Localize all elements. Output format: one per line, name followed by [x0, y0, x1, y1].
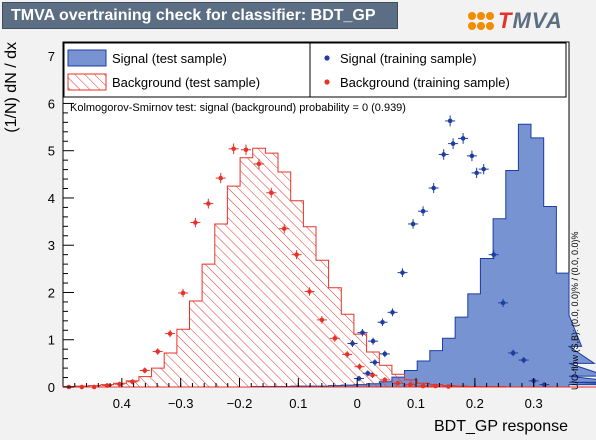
signal-train-point — [491, 252, 496, 257]
signal-train-point — [460, 136, 466, 141]
background-test-histogram — [62, 147, 596, 388]
legend: Signal (test sample) Background (test sa… — [63, 42, 567, 98]
background-train-point — [357, 364, 362, 369]
signal-train-point — [356, 376, 362, 381]
background-train-point — [256, 161, 262, 167]
x-tick-label: 0.3 — [525, 396, 543, 411]
background-train-point — [294, 252, 299, 257]
y-tick-label: 3 — [48, 238, 55, 253]
signal-train-point — [400, 270, 405, 275]
background-train-point — [446, 384, 451, 389]
background-train-point — [104, 383, 110, 388]
y-tick-label: 1 — [48, 333, 55, 348]
background-train-point — [130, 379, 135, 385]
logo-dots-icon — [468, 12, 494, 32]
x-tick-label: −0.3 — [168, 396, 194, 411]
x-tick-label: −0.2 — [227, 396, 253, 411]
signal-train-point — [372, 360, 378, 365]
legend-signal-test-label: Signal (test sample) — [112, 51, 227, 66]
signal-train-point — [410, 221, 416, 227]
signal-train-point — [469, 153, 475, 159]
background-train-point — [395, 380, 401, 386]
background-train-point — [382, 377, 388, 383]
background-train-point — [79, 384, 85, 390]
signal-train-point — [510, 350, 516, 356]
signal-train-point — [521, 357, 526, 363]
signal-train-point — [380, 319, 385, 325]
background-train-point — [167, 331, 173, 336]
signal-train-point — [420, 208, 426, 214]
background-train-point — [180, 290, 186, 296]
x-tick-label: 0.4 — [113, 396, 131, 411]
background-train-point — [155, 349, 161, 354]
background-train-point — [206, 201, 211, 206]
legend-background-test-label: Background (test sample) — [112, 75, 260, 90]
chart-title: TMVA overtraining check for classifier: … — [11, 7, 376, 24]
legend-background-train-label: Background (training sample) — [340, 75, 510, 90]
y-tick-label: 6 — [48, 96, 55, 111]
background-train-point — [332, 336, 338, 341]
background-train-point — [142, 368, 148, 373]
legend-signal-train-label: Signal (training sample) — [340, 51, 477, 66]
signal-train-point — [390, 310, 395, 315]
x-tick-label: 0.1 — [407, 396, 425, 411]
x-tick-label: 0 — [354, 396, 361, 411]
legend-background-train-marker — [324, 79, 330, 85]
overflow-text: U/O-flow (S,B): (0.0, 0.0)% / (0.0, 0.0)… — [570, 231, 580, 390]
x-tick-label: 0.1 — [289, 396, 307, 411]
signal-train-point — [431, 185, 436, 191]
background-train-point — [319, 317, 325, 323]
background-train-point — [91, 384, 97, 390]
signal-train-point — [370, 338, 376, 344]
background-train-point — [407, 382, 413, 387]
background-train-point — [218, 175, 223, 181]
y-tick-label: 0 — [48, 380, 55, 395]
background-train-point — [193, 220, 198, 225]
x-axis-title: BDT_GP response — [434, 418, 568, 435]
background-train-point — [268, 190, 274, 196]
legend-signal-train-marker — [324, 55, 330, 61]
background-train-point — [231, 146, 236, 152]
y-tick-label: 5 — [48, 144, 55, 159]
x-tick-label: 0.2 — [466, 396, 484, 411]
background-train-point — [281, 226, 287, 231]
ks-test-text: Kolmogorov-Smirnov test: signal (backgro… — [70, 102, 406, 114]
signal-train-point — [481, 166, 486, 172]
signal-train-point — [500, 300, 506, 306]
signal-train-point — [450, 141, 456, 146]
signal-train-point — [360, 330, 365, 335]
background-train-point — [370, 372, 375, 378]
tmva-logo: TMVA — [468, 8, 572, 33]
signal-train-point — [350, 341, 355, 346]
legend-background-test-swatch — [67, 73, 107, 91]
background-train-point — [243, 147, 249, 153]
signal-train-point — [474, 170, 479, 176]
background-train-point — [307, 289, 312, 294]
y-tick-label: 2 — [48, 285, 55, 300]
background-train-point — [117, 381, 122, 387]
signal-train-point — [447, 118, 453, 124]
background-train-point — [433, 383, 438, 389]
legend-signal-test-swatch — [67, 49, 107, 67]
background-train-point — [420, 383, 426, 389]
signal-train-point — [441, 152, 446, 157]
y-tick-label: 4 — [48, 191, 55, 206]
y-axis-title: (1/N) dN / dx — [3, 42, 20, 133]
y-tick-label: 7 — [48, 49, 55, 64]
title-box: TMVA overtraining check for classifier: … — [2, 2, 398, 29]
signal-train-point — [382, 351, 388, 357]
signal-train-point — [365, 370, 371, 376]
background-train-point — [344, 352, 350, 357]
logo-text: TMVA — [498, 8, 563, 33]
